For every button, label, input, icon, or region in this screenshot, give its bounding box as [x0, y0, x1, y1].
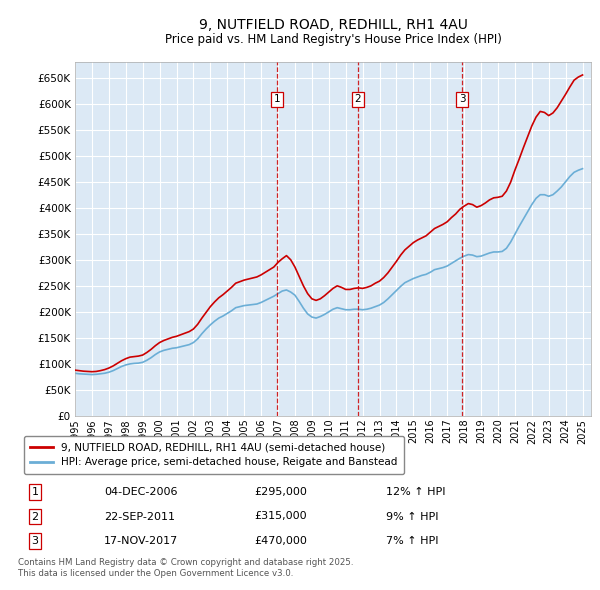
Text: 1: 1	[274, 94, 280, 104]
Text: 2: 2	[355, 94, 361, 104]
Text: £470,000: £470,000	[254, 536, 307, 546]
Text: 3: 3	[459, 94, 466, 104]
Text: £295,000: £295,000	[254, 487, 307, 497]
Text: 9, NUTFIELD ROAD, REDHILL, RH1 4AU: 9, NUTFIELD ROAD, REDHILL, RH1 4AU	[199, 18, 467, 32]
Text: 04-DEC-2006: 04-DEC-2006	[104, 487, 178, 497]
Legend: 9, NUTFIELD ROAD, REDHILL, RH1 4AU (semi-detached house), HPI: Average price, se: 9, NUTFIELD ROAD, REDHILL, RH1 4AU (semi…	[23, 437, 404, 474]
Text: 17-NOV-2017: 17-NOV-2017	[104, 536, 178, 546]
Text: 12% ↑ HPI: 12% ↑ HPI	[386, 487, 446, 497]
Text: 7% ↑ HPI: 7% ↑ HPI	[386, 536, 439, 546]
Text: Contains HM Land Registry data © Crown copyright and database right 2025.
This d: Contains HM Land Registry data © Crown c…	[18, 558, 353, 578]
Text: 3: 3	[32, 536, 38, 546]
Text: £315,000: £315,000	[254, 512, 307, 522]
Text: 1: 1	[32, 487, 38, 497]
Text: 22-SEP-2011: 22-SEP-2011	[104, 512, 175, 522]
Text: 2: 2	[31, 512, 38, 522]
Text: 9% ↑ HPI: 9% ↑ HPI	[386, 512, 439, 522]
Text: Price paid vs. HM Land Registry's House Price Index (HPI): Price paid vs. HM Land Registry's House …	[164, 33, 502, 46]
